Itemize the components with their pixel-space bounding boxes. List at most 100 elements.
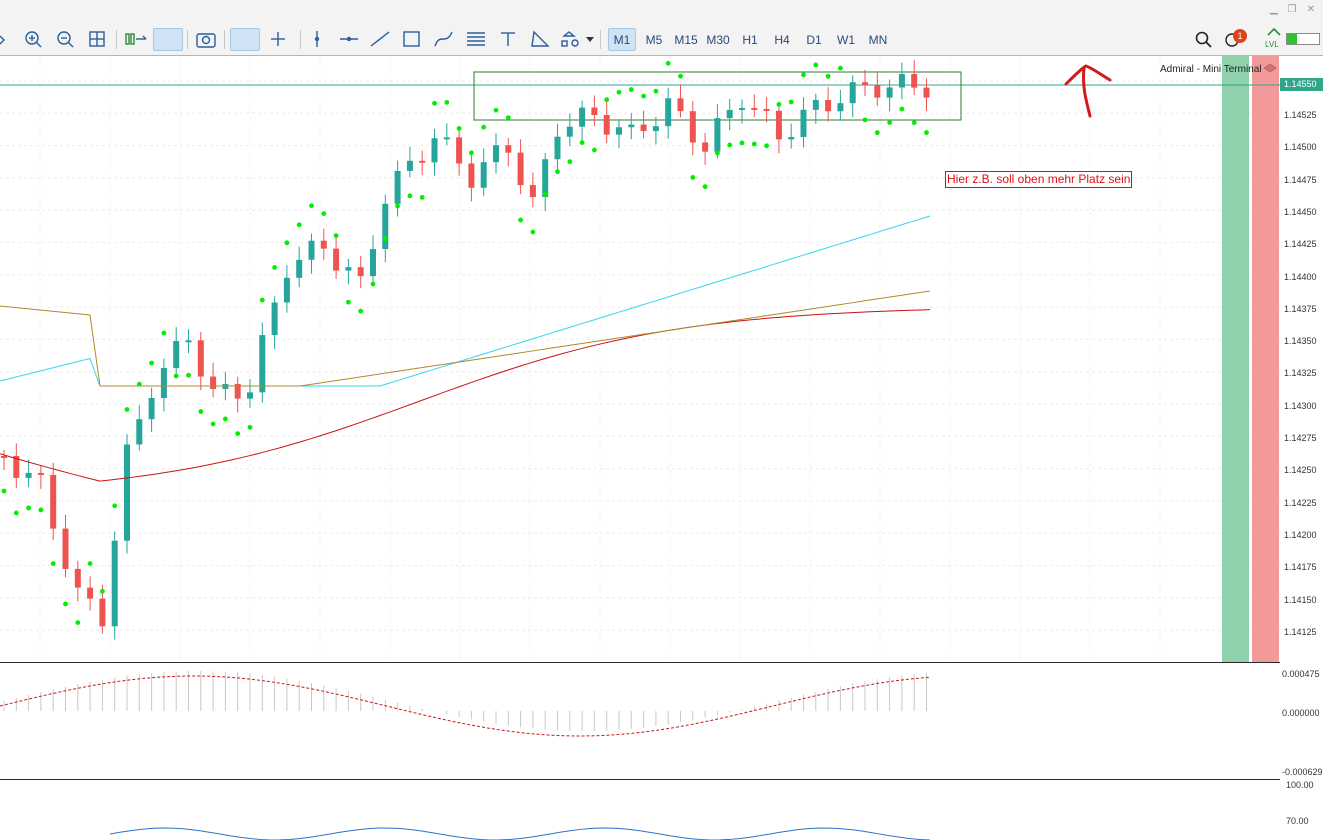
- candle-body: [394, 170, 401, 204]
- candle-body: [357, 267, 364, 277]
- fibonacci-icon[interactable]: [434, 31, 453, 47]
- price-chart[interactable]: [0, 56, 1280, 840]
- candle-body: [898, 74, 905, 88]
- lvl-label: LVL: [1265, 40, 1279, 49]
- autoscroll-button[interactable]: [153, 28, 183, 51]
- graduation-cap-icon[interactable]: [1263, 63, 1277, 75]
- parabolic-sar-dot: [309, 203, 314, 209]
- parabolic-sar-dot: [788, 99, 794, 105]
- timeframe-m30-button[interactable]: M30: [706, 32, 730, 47]
- parabolic-sar-dot: [50, 561, 56, 566]
- candle-body: [259, 335, 266, 393]
- parabolic-sar-dot: [653, 88, 659, 94]
- horizontal-line-icon[interactable]: [340, 36, 358, 42]
- candle-body: [37, 472, 44, 475]
- candle-body: [800, 109, 807, 137]
- parabolic-sar-dot: [186, 372, 191, 378]
- candle-body: [25, 472, 32, 478]
- parabolic-sar-dot: [259, 297, 265, 303]
- parabolic-sar-dot: [247, 424, 253, 430]
- parabolic-sar-dot: [75, 620, 81, 626]
- lvl-icon[interactable]: LVL: [1264, 27, 1284, 51]
- candle-body: [124, 444, 130, 541]
- more-tools-icon[interactable]: [561, 31, 579, 47]
- rsi-axis-label: 100.00: [1286, 780, 1314, 790]
- timeframe-w1-button[interactable]: W1: [837, 32, 855, 47]
- rectangle-icon[interactable]: [403, 31, 420, 47]
- parabolic-sar-dot: [751, 141, 757, 147]
- parabolic-sar-dot: [530, 229, 536, 235]
- search-icon[interactable]: [1192, 28, 1216, 52]
- parabolic-sar-dot: [505, 115, 511, 121]
- level-bar-fill: [1287, 34, 1297, 44]
- timeframe-mn-button[interactable]: MN: [868, 32, 888, 47]
- candle-body: [566, 126, 573, 137]
- price-axis-label: 1.14425: [1284, 239, 1317, 250]
- crosshair-icon[interactable]: [271, 32, 285, 46]
- candle-body: [283, 277, 290, 303]
- scroll-end-icon[interactable]: [125, 33, 147, 45]
- candle-body: [775, 110, 782, 140]
- timeframe-m15-button[interactable]: M15: [674, 32, 698, 47]
- parabolic-sar-dot: [518, 217, 523, 223]
- macd-axis-label: 0.000475: [1282, 669, 1320, 679]
- candle-body: [320, 240, 327, 249]
- channel-icon[interactable]: [467, 32, 485, 46]
- parabolic-sar-dot: [370, 281, 376, 287]
- parabolic-sar-dot: [432, 100, 437, 106]
- parabolic-sar-dot: [899, 106, 905, 112]
- mini-terminal-label[interactable]: Admiral - Mini Terminal: [1160, 64, 1262, 75]
- price-axis-label: 1.14325: [1284, 368, 1317, 379]
- parabolic-sar-dot: [469, 150, 474, 156]
- grid-icon[interactable]: [89, 31, 105, 47]
- candle-body: [468, 163, 475, 188]
- close-icon[interactable]: ✕: [1306, 4, 1315, 15]
- price-axis-label: 1.14500: [1284, 142, 1317, 153]
- timeframe-m5-button[interactable]: M5: [645, 32, 663, 47]
- timeframe-h4-button[interactable]: H4: [774, 32, 790, 47]
- screenshot-icon[interactable]: [196, 33, 216, 48]
- chevron-down-icon[interactable]: [586, 37, 594, 42]
- buy-zone: [1222, 56, 1249, 662]
- zoom-out-icon[interactable]: [57, 31, 74, 48]
- parabolic-sar-dot: [198, 409, 204, 414]
- zoom-in-icon[interactable]: [25, 31, 42, 48]
- text-icon[interactable]: [501, 32, 515, 46]
- timeframe-m1-button[interactable]: M1: [608, 28, 636, 51]
- price-axis-label: 1.14225: [1284, 497, 1317, 508]
- parabolic-sar-dot: [321, 211, 327, 216]
- parabolic-sar-dot: [825, 73, 831, 79]
- restore-icon[interactable]: ❐: [1287, 4, 1297, 15]
- chart-toolbar: M1 M5 M15 M30 H1 H4 D1 W1 MN LVL: [0, 24, 1323, 56]
- candle-body: [185, 340, 192, 343]
- shapes-icon[interactable]: [531, 30, 550, 47]
- trend-line-icon[interactable]: [370, 31, 390, 47]
- parabolic-sar-dot: [87, 561, 93, 566]
- timeframe-d1-button[interactable]: D1: [806, 32, 822, 47]
- candle-body: [640, 124, 647, 132]
- minimize-icon[interactable]: ▁: [1269, 4, 1278, 15]
- candle-body: [529, 185, 536, 198]
- candle-body: [370, 249, 376, 277]
- price-axis: 1.14525 1.14500 1.14475 1.14450 1.14425 1.144…: [1280, 56, 1323, 840]
- candle-body: [197, 340, 204, 377]
- candle-body: [788, 136, 795, 140]
- candle-body: [677, 98, 684, 112]
- vertical-line-icon[interactable]: [314, 31, 320, 47]
- parabolic-sar-dot: [38, 507, 44, 513]
- parabolic-sar-dot: [333, 233, 339, 239]
- timeframe-h1-button[interactable]: H1: [742, 32, 758, 47]
- parabolic-sar-dot: [444, 99, 450, 105]
- parabolic-sar-dot: [173, 373, 179, 379]
- bar-chart-icon[interactable]: [0, 35, 5, 45]
- parabolic-sar-dot: [727, 142, 733, 148]
- candle-body: [579, 107, 586, 127]
- parabolic-sar-dot: [911, 120, 917, 126]
- parabolic-sar-dot: [678, 73, 683, 79]
- candle-body: [763, 109, 770, 112]
- candle-body: [739, 107, 745, 110]
- chart-annotation[interactable]: Hier z.B. soll oben mehr Platz sein: [945, 171, 1133, 188]
- candle-body: [333, 248, 340, 271]
- cursor-button[interactable]: [230, 28, 260, 51]
- candle-body: [136, 419, 143, 445]
